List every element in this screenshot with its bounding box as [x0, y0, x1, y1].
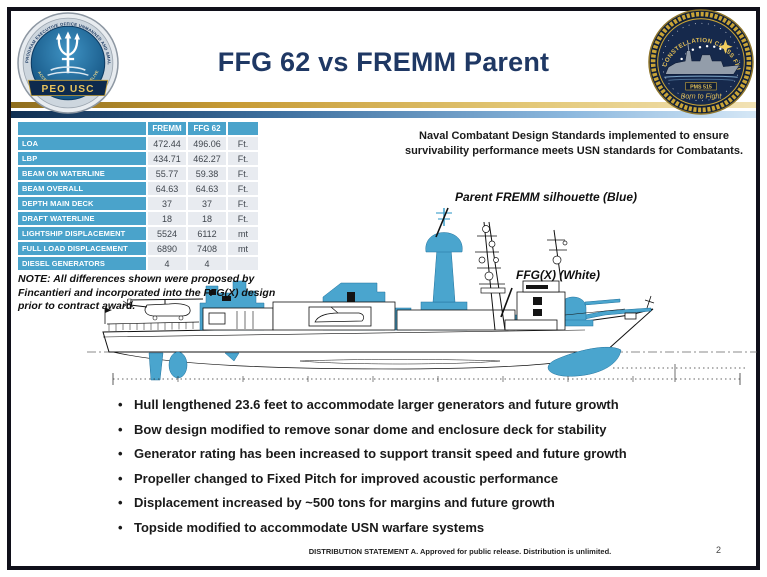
jackstaff — [644, 295, 655, 309]
table-cell: 496.06 — [188, 137, 226, 150]
table-row-label: DEPTH MAIN DECK — [18, 197, 146, 210]
table-row-label: FULL LOAD DISPLACEMENT — [18, 242, 146, 255]
wave-lines-icon — [47, 66, 89, 76]
table-cell-unit: Ft. — [228, 152, 258, 165]
table-cell: 6890 — [148, 242, 186, 255]
table-row-label: DIESEL GENERATORS — [18, 257, 146, 270]
table-cell: 64.63 — [188, 182, 226, 195]
table-cell: 472.44 — [148, 137, 186, 150]
table-cell: 4 — [188, 257, 226, 270]
fore-mast — [547, 229, 568, 282]
page-number: 2 — [716, 545, 722, 555]
bullet-item: Bow design modified to remove sonar dome… — [112, 422, 690, 437]
fremm-mast — [432, 247, 456, 303]
table-row-label: LIGHTSHIP DISPLACEMENT — [18, 227, 146, 240]
table-cell-unit: Ft. — [228, 212, 258, 225]
table-cell: 59.38 — [188, 167, 226, 180]
table-cell-unit: Ft. — [228, 197, 258, 210]
sonar-dome — [547, 347, 622, 377]
bridge-windows — [526, 285, 548, 316]
table-cell: 6112 — [188, 227, 226, 240]
table-cell: 5524 — [148, 227, 186, 240]
table-cell: 434.71 — [148, 152, 186, 165]
program-band — [685, 82, 717, 91]
table-cell-unit: Ft. — [228, 137, 258, 150]
table-header-fremm: FREMM — [148, 122, 186, 135]
table-row-label: LBP — [18, 152, 146, 165]
table-row-label: BEAM ON WATERLINE — [18, 167, 146, 180]
table-row-label: DRAFT WATERLINE — [18, 212, 146, 225]
design-standards-callout: Naval Combatant Design Standards impleme… — [404, 130, 744, 158]
constellation-class-seal-icon: CONSTELLATION CLASS FRIGATE PMS 515 Born… — [645, 4, 754, 115]
frigate-silhouette-icon — [664, 42, 741, 81]
ship-profile-diagram — [87, 207, 757, 385]
bullet-item: Displacement increased by ~500 tons for … — [112, 495, 690, 510]
blue-divider — [11, 111, 756, 118]
constellation-class-seal-logo: CONSTELLATION CLASS FRIGATE PMS 515 Born… — [645, 4, 754, 115]
rhib-boat — [314, 312, 365, 323]
seal-banner-text: PEO USC — [42, 84, 95, 95]
stern-railing — [106, 321, 200, 325]
fremm-radar-dome — [425, 232, 463, 253]
table-header-label — [18, 122, 146, 135]
peo-usc-seal-logo: PROGRAM EXECUTIVE OFFICE UNMANNED AND SM… — [15, 8, 119, 114]
table-cell: 64.63 — [148, 182, 186, 195]
table-cell: 55.77 — [148, 167, 186, 180]
seal-banner — [27, 79, 109, 97]
table-header-ffg62: FFG 62 — [188, 122, 226, 135]
table-cell: 462.27 — [188, 152, 226, 165]
bullet-item: Hull lengthened 23.6 feet to accommodate… — [112, 397, 690, 412]
table-note: NOTE: All differences shown were propose… — [18, 273, 276, 313]
program-text: PMS 515 — [690, 84, 712, 90]
table-cell-unit: mt — [228, 242, 258, 255]
helicopter-icon — [122, 298, 204, 321]
trident-icon — [55, 31, 81, 74]
ffgx-label: FFG(X) (White) — [516, 268, 600, 282]
table-row-label: LOA — [18, 137, 146, 150]
ffgx-label-pointer — [500, 287, 513, 318]
peo-usc-seal-icon: PROGRAM EXECUTIVE OFFICE UNMANNED AND SM… — [15, 8, 119, 114]
fremm-silhouette-label: Parent FREMM silhouette (Blue) — [455, 190, 638, 204]
table-cell: 7408 — [188, 242, 226, 255]
page-title: FFG 62 vs FREMM Parent — [217, 47, 550, 77]
table-row-label: BEAM OVERALL — [18, 182, 146, 195]
table-header-unit — [228, 122, 258, 135]
bullet-item: Propeller changed to Fixed Pitch for imp… — [112, 471, 690, 486]
bullet-item: Topside modified to accommodate USN warf… — [112, 520, 690, 535]
gold-divider — [11, 102, 756, 108]
table-cell-unit — [228, 257, 258, 270]
gun-barrel — [584, 298, 621, 306]
bullet-item: Generator rating has been increased to s… — [112, 446, 690, 461]
change-bullet-list: Hull lengthened 23.6 feet to accommodate… — [112, 397, 690, 544]
distribution-statement: DISTRIBUTION STATEMENT A. Approved for p… — [308, 547, 612, 556]
comparison-table: FREMM FFG 62 LOA 472.44 496.06 Ft. LBP 4… — [18, 122, 258, 270]
table-cell-unit: Ft. — [228, 167, 258, 180]
table-cell: 18 — [188, 212, 226, 225]
table-cell: 37 — [188, 197, 226, 210]
bow-hatch — [624, 312, 637, 320]
star-arc-icon — [680, 44, 722, 61]
table-cell: 4 — [148, 257, 186, 270]
table-cell: 37 — [148, 197, 186, 210]
fremm-label-pointer — [435, 207, 449, 238]
table-cell: 18 — [148, 212, 186, 225]
table-cell-unit: mt — [228, 227, 258, 240]
table-cell-unit: Ft. — [228, 182, 258, 195]
starburst-icon — [718, 39, 733, 54]
motto-text: Born to Fight — [681, 93, 723, 101]
scale-ruler — [112, 364, 745, 385]
